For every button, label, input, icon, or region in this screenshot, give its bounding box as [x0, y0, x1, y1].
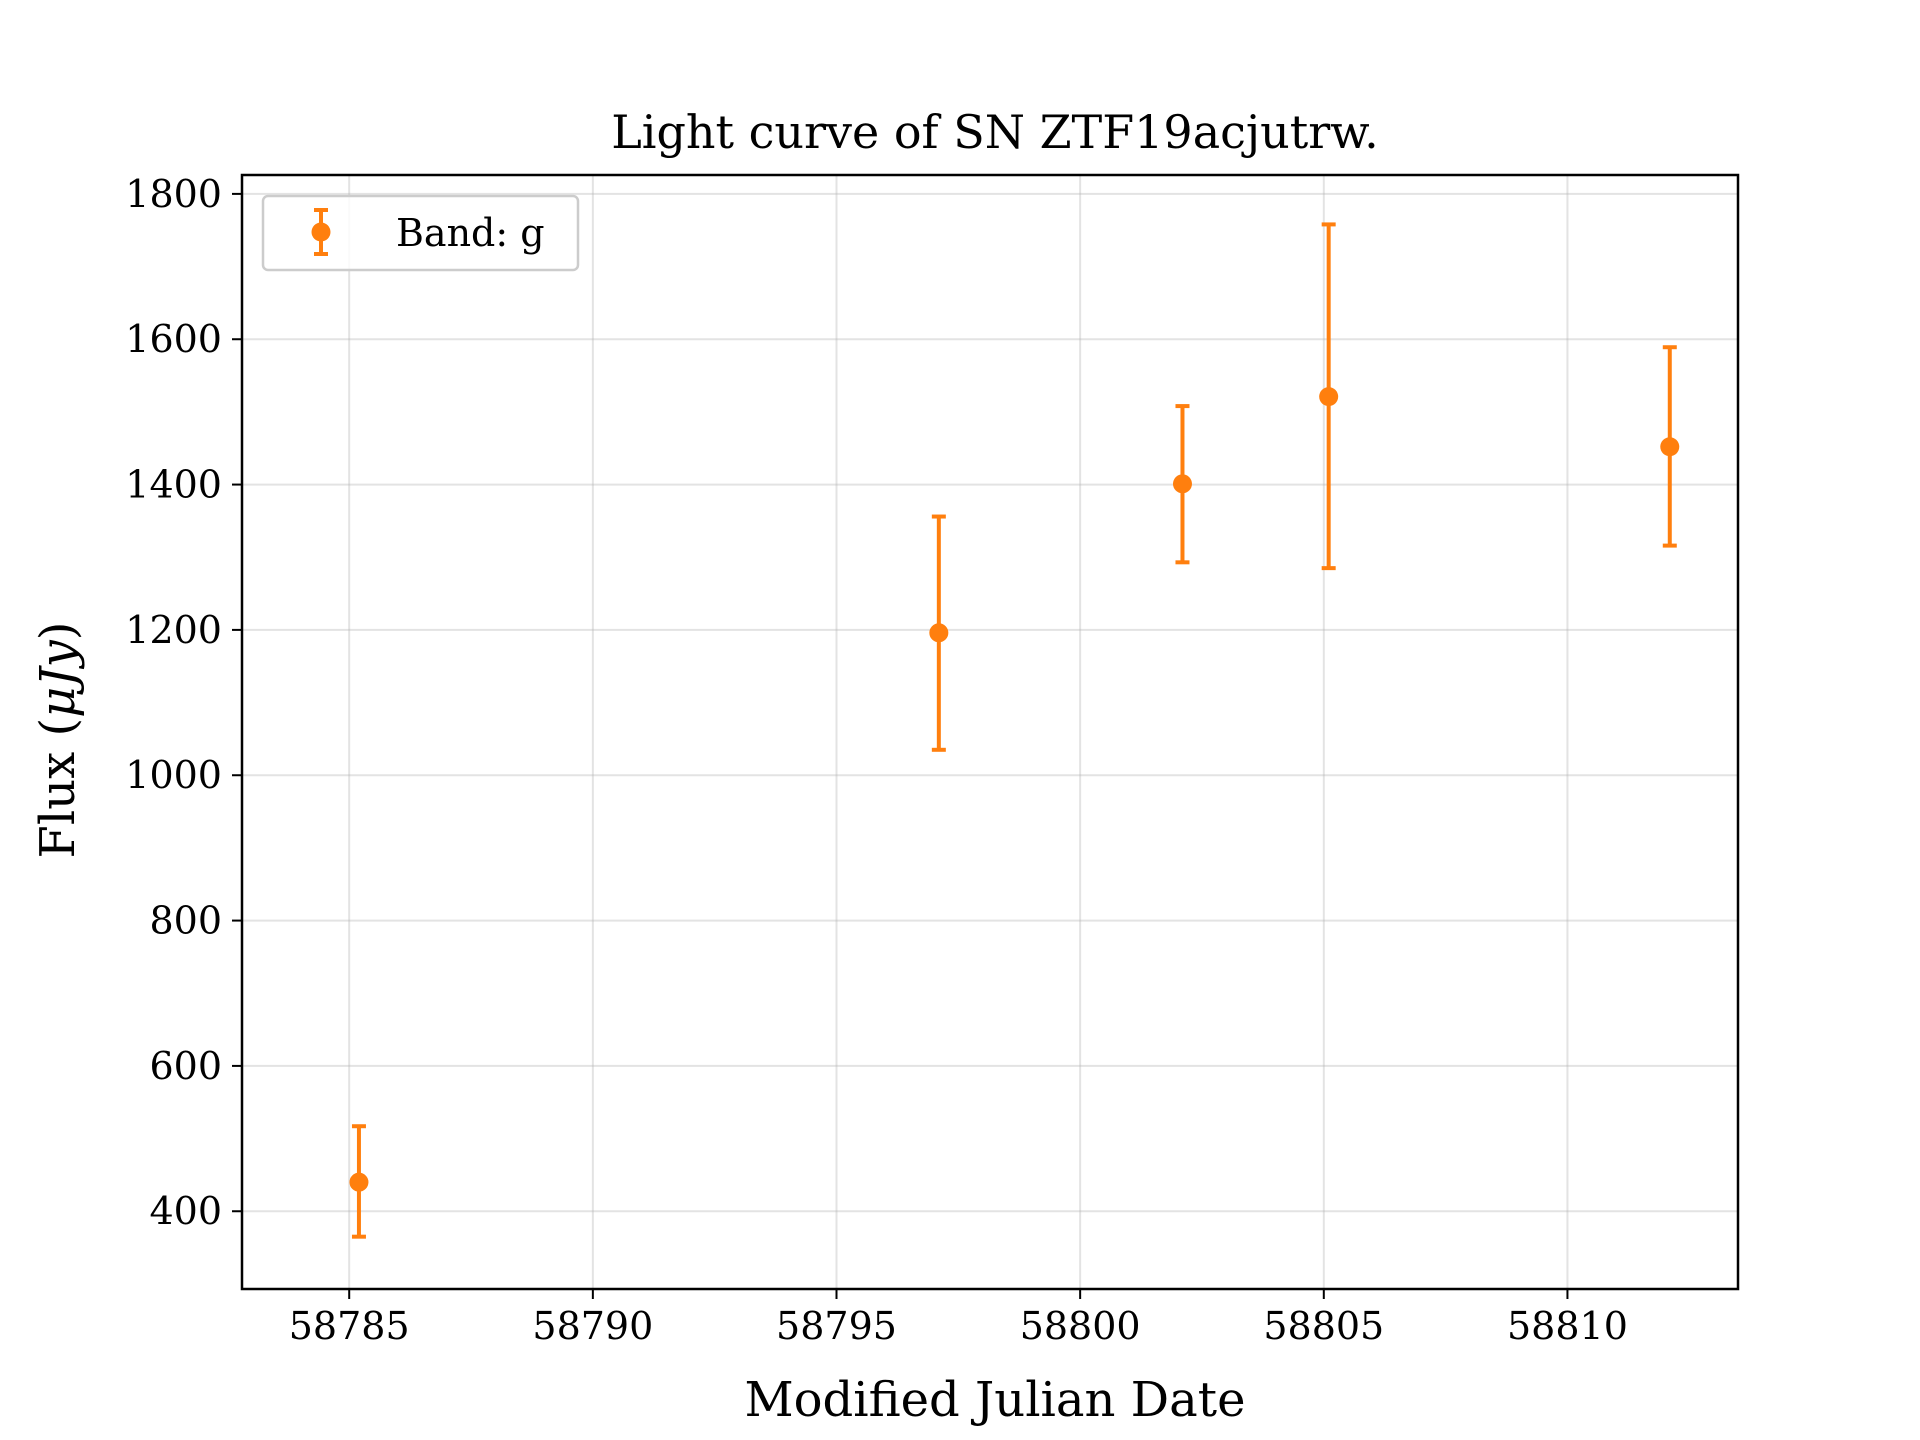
- data-point: [1660, 345, 1680, 548]
- data-points: [349, 222, 1680, 1239]
- data-point: [929, 514, 949, 752]
- data-point: [349, 1124, 369, 1239]
- point-marker: [929, 623, 949, 643]
- data-point: [1172, 404, 1192, 565]
- chart-title: Light curve of SN ZTF19acjutrw.: [611, 105, 1379, 159]
- y-tick-label: 400: [149, 1189, 222, 1233]
- y-tick-label: 1400: [125, 463, 222, 507]
- y-tick-label: 1800: [125, 172, 222, 216]
- x-tick-label: 58795: [776, 1304, 897, 1348]
- y-axis-label: Flux (μJy): [30, 622, 86, 859]
- y-tick-label: 1200: [125, 608, 222, 652]
- x-axis-label: Modified Julian Date: [745, 1372, 1246, 1428]
- data-point: [1319, 222, 1339, 571]
- x-tick-label: 58800: [1020, 1304, 1141, 1348]
- legend-point: [311, 222, 331, 242]
- y-tick-label: 1600: [125, 317, 222, 361]
- y-tick-label: 600: [149, 1044, 222, 1088]
- legend-label: Band: g: [396, 211, 545, 255]
- grid: [242, 175, 1738, 1289]
- plot-frame: [240, 173, 1740, 1291]
- x-tick-label: 58810: [1507, 1304, 1628, 1348]
- point-marker: [349, 1172, 369, 1192]
- point-marker: [1172, 474, 1192, 494]
- x-tick-label: 58805: [1263, 1304, 1384, 1348]
- y-tick-label: 800: [149, 899, 222, 943]
- y-tick-label: 1000: [125, 753, 222, 797]
- point-marker: [1660, 437, 1680, 457]
- x-tick-label: 58785: [289, 1304, 410, 1348]
- legend: Band: g: [261, 194, 580, 272]
- point-marker: [1319, 387, 1339, 407]
- legend-marker: [311, 208, 331, 256]
- y-axis-ticks: 400 600 800 1000 1200 1400 1600 1800: [125, 172, 242, 1233]
- x-tick-label: 58790: [532, 1304, 653, 1348]
- x-axis-ticks: 58785 58790 58795 58800 58805 58810: [289, 1289, 1628, 1348]
- legend-box: [261, 194, 580, 272]
